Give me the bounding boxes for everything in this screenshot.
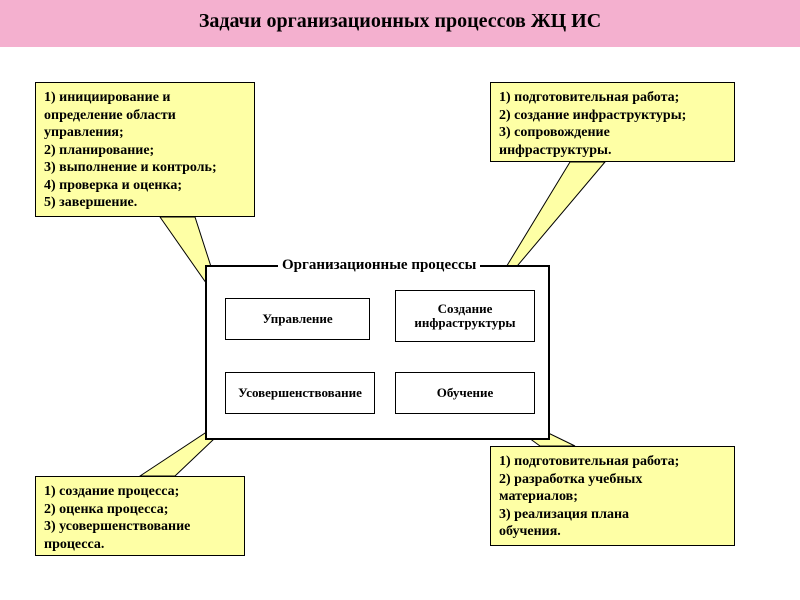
title-text: Задачи организационных процессов ЖЦ ИС — [199, 10, 601, 32]
callout-line: 2) планирование; — [44, 142, 246, 160]
callout-line: инфраструктуры. — [499, 142, 726, 160]
callout-line: 1) подготовительная работа; — [499, 89, 726, 107]
process-box-infrastructure: Создание инфраструктуры — [395, 290, 535, 342]
process-box-improvement: Усовершенствование — [225, 372, 375, 414]
process-box-training-label: Обучение — [437, 386, 493, 400]
callout-line: 3) реализация плана — [499, 506, 726, 524]
callout-infrastructure: 1) подготовительная работа;2) создание и… — [490, 82, 735, 162]
page-title: Задачи организационных процессов ЖЦ ИС — [0, 0, 800, 47]
callout-line: 1) создание процесса; — [44, 483, 236, 501]
callout-line: 2) разработка учебных — [499, 471, 726, 489]
process-box-training: Обучение — [395, 372, 535, 414]
process-box-management-label: Управление — [262, 312, 332, 326]
callout-line: 3) сопровождение — [499, 124, 726, 142]
callout-line: процесса. — [44, 536, 236, 554]
callout-line: 2) создание инфраструктуры; — [499, 107, 726, 125]
center-diagram-title: Организационные процессы — [278, 257, 480, 274]
process-box-improvement-label: Усовершенствование — [238, 386, 362, 400]
callout-line: 4) проверка и оценка; — [44, 177, 246, 195]
callout-line: обучения. — [499, 523, 726, 541]
callout-line: 1) инициирование и — [44, 89, 246, 107]
callout-line: материалов; — [499, 488, 726, 506]
callout-line: 2) оценка процесса; — [44, 501, 236, 519]
callout-line: определение области — [44, 107, 246, 125]
callout-line: управления; — [44, 124, 246, 142]
callout-line: 3) усовершенствование — [44, 518, 236, 536]
callout-improvement: 1) создание процесса;2) оценка процесса;… — [35, 476, 245, 556]
callout-training: 1) подготовительная работа;2) разработка… — [490, 446, 735, 546]
callout-line: 3) выполнение и контроль; — [44, 159, 246, 177]
process-box-management: Управление — [225, 298, 370, 340]
callout-line: 5) завершение. — [44, 194, 246, 212]
callout-line: 1) подготовительная работа; — [499, 453, 726, 471]
callout-management: 1) инициирование иопределение областиупр… — [35, 82, 255, 217]
process-box-infrastructure-label: Создание инфраструктуры — [400, 302, 530, 331]
